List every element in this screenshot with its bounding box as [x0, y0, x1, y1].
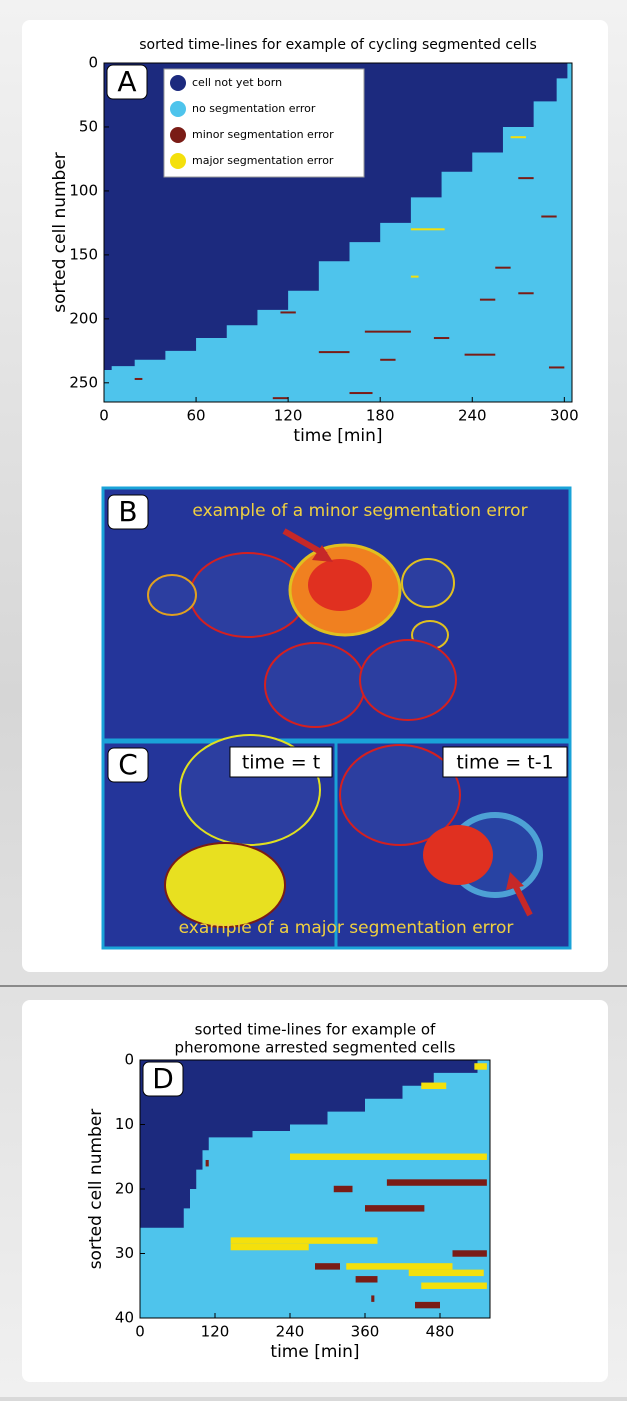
x-tick-label: 0 — [99, 407, 109, 425]
y-tick-label: 50 — [79, 117, 98, 135]
y-tick-label: 200 — [69, 309, 98, 327]
x-tick-label: 240 — [276, 1323, 305, 1341]
error-segment — [273, 397, 288, 399]
error-segment — [280, 311, 295, 313]
x-tick-label: 120 — [201, 1323, 230, 1341]
y-tick-label: 10 — [115, 1115, 134, 1133]
x-tick-label: 480 — [426, 1323, 455, 1341]
error-segment — [518, 177, 533, 179]
legend-marker — [170, 127, 186, 143]
legend-marker — [170, 153, 186, 169]
image-label: time = t — [242, 752, 320, 774]
error-segment — [350, 392, 373, 394]
y-tick-label: 100 — [69, 181, 98, 199]
x-tick-label: 360 — [351, 1323, 380, 1341]
error-segment — [371, 1295, 374, 1301]
error-segment — [495, 267, 510, 269]
legend-marker — [170, 101, 186, 117]
error-segment — [549, 366, 564, 368]
x-tick-label: 180 — [366, 407, 395, 425]
error-segment — [365, 331, 411, 333]
error-segment — [421, 1083, 446, 1089]
panel-label: D — [152, 1062, 174, 1095]
error-segment — [387, 1179, 487, 1185]
error-segment — [453, 1250, 487, 1256]
error-segment — [421, 1283, 487, 1289]
error-segment — [231, 1237, 378, 1243]
error-segment — [135, 378, 143, 380]
error-segment — [319, 351, 350, 353]
y-tick-label: 150 — [69, 245, 98, 263]
error-segment — [409, 1270, 484, 1276]
error-segment — [290, 1154, 487, 1160]
error-segment — [511, 136, 526, 138]
panel-label: A — [117, 65, 136, 98]
x-tick-label: 240 — [458, 407, 487, 425]
error-segment — [346, 1263, 452, 1269]
error-segment — [411, 228, 445, 230]
error-segment — [434, 337, 449, 339]
x-axis-label: time [min] — [270, 1342, 359, 1362]
image-caption: example of a minor segmentation error — [192, 501, 527, 521]
y-tick-label: 250 — [69, 373, 98, 391]
chart-title: sorted time-lines for example of — [195, 1021, 436, 1039]
error-segment — [356, 1276, 378, 1282]
legend-label: major segmentation error — [192, 154, 334, 167]
chart-title: pheromone arrested segmented cells — [175, 1039, 456, 1057]
image-label: time = t-1 — [456, 752, 553, 774]
error-segment — [365, 1205, 424, 1211]
x-axis-label: time [min] — [293, 426, 382, 446]
image-label: C — [118, 748, 138, 781]
y-axis-label: sorted cell number — [50, 152, 70, 313]
error-segment — [480, 299, 495, 301]
image-label: B — [118, 495, 137, 528]
x-tick-label: 0 — [135, 1323, 145, 1341]
error-segment — [474, 1063, 487, 1069]
legend-label: minor segmentation error — [192, 128, 334, 141]
x-tick-label: 120 — [274, 407, 303, 425]
y-tick-label: 40 — [115, 1309, 134, 1327]
chart-title: sorted time-lines for example of cycling… — [139, 37, 537, 53]
legend-marker — [170, 75, 186, 91]
y-tick-label: 30 — [115, 1244, 134, 1262]
error-segment — [315, 1263, 340, 1269]
error-segment — [380, 359, 395, 361]
x-tick-label: 300 — [550, 407, 579, 425]
error-segment — [411, 276, 419, 278]
image-caption: example of a major segmentation error — [179, 918, 514, 938]
x-tick-label: 60 — [187, 407, 206, 425]
error-segment — [334, 1186, 353, 1192]
legend-label: cell not yet born — [192, 76, 282, 89]
y-tick-label: 0 — [88, 54, 98, 72]
error-segment — [415, 1302, 440, 1308]
legend-label: no segmentation error — [192, 102, 316, 115]
error-segment — [465, 354, 496, 356]
error-segment — [206, 1160, 209, 1166]
y-axis-label: sorted cell number — [86, 1109, 106, 1270]
error-segment — [541, 216, 556, 218]
figure: B example of a minor segmentation error … — [0, 0, 627, 1397]
y-tick-label: 0 — [124, 1051, 134, 1069]
error-segment — [231, 1244, 309, 1250]
error-segment — [518, 292, 533, 294]
y-tick-label: 20 — [115, 1180, 134, 1198]
